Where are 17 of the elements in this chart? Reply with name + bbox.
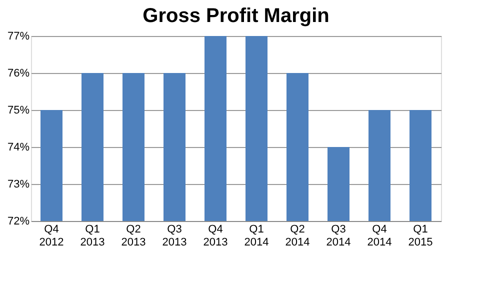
y-tick-label: 77% (7, 30, 30, 42)
x-tick-label: Q3 2013 (162, 224, 187, 248)
y-tick-label: 75% (7, 104, 30, 116)
x-tick-label: Q2 2013 (121, 224, 146, 248)
y-tick-label: 76% (7, 68, 30, 80)
x-tick-label: Q2 2014 (285, 224, 310, 248)
x-tick-label: Q1 2013 (80, 224, 105, 248)
x-tick-label: Q4 2014 (367, 224, 392, 248)
x-tick-label: Q4 2012 (39, 224, 64, 248)
y-tick-label: 73% (7, 178, 30, 190)
x-tick-label: Q4 2013 (203, 224, 228, 248)
chart-title: Gross Profit Margin (142, 5, 330, 27)
y-tick-label: 72% (7, 216, 30, 228)
y-tick-label: 74% (7, 142, 30, 154)
x-tick-label: Q1 2015 (408, 224, 433, 248)
x-tick-label: Q1 2014 (244, 224, 269, 248)
x-tick-label: Q3 2014 (326, 224, 351, 248)
